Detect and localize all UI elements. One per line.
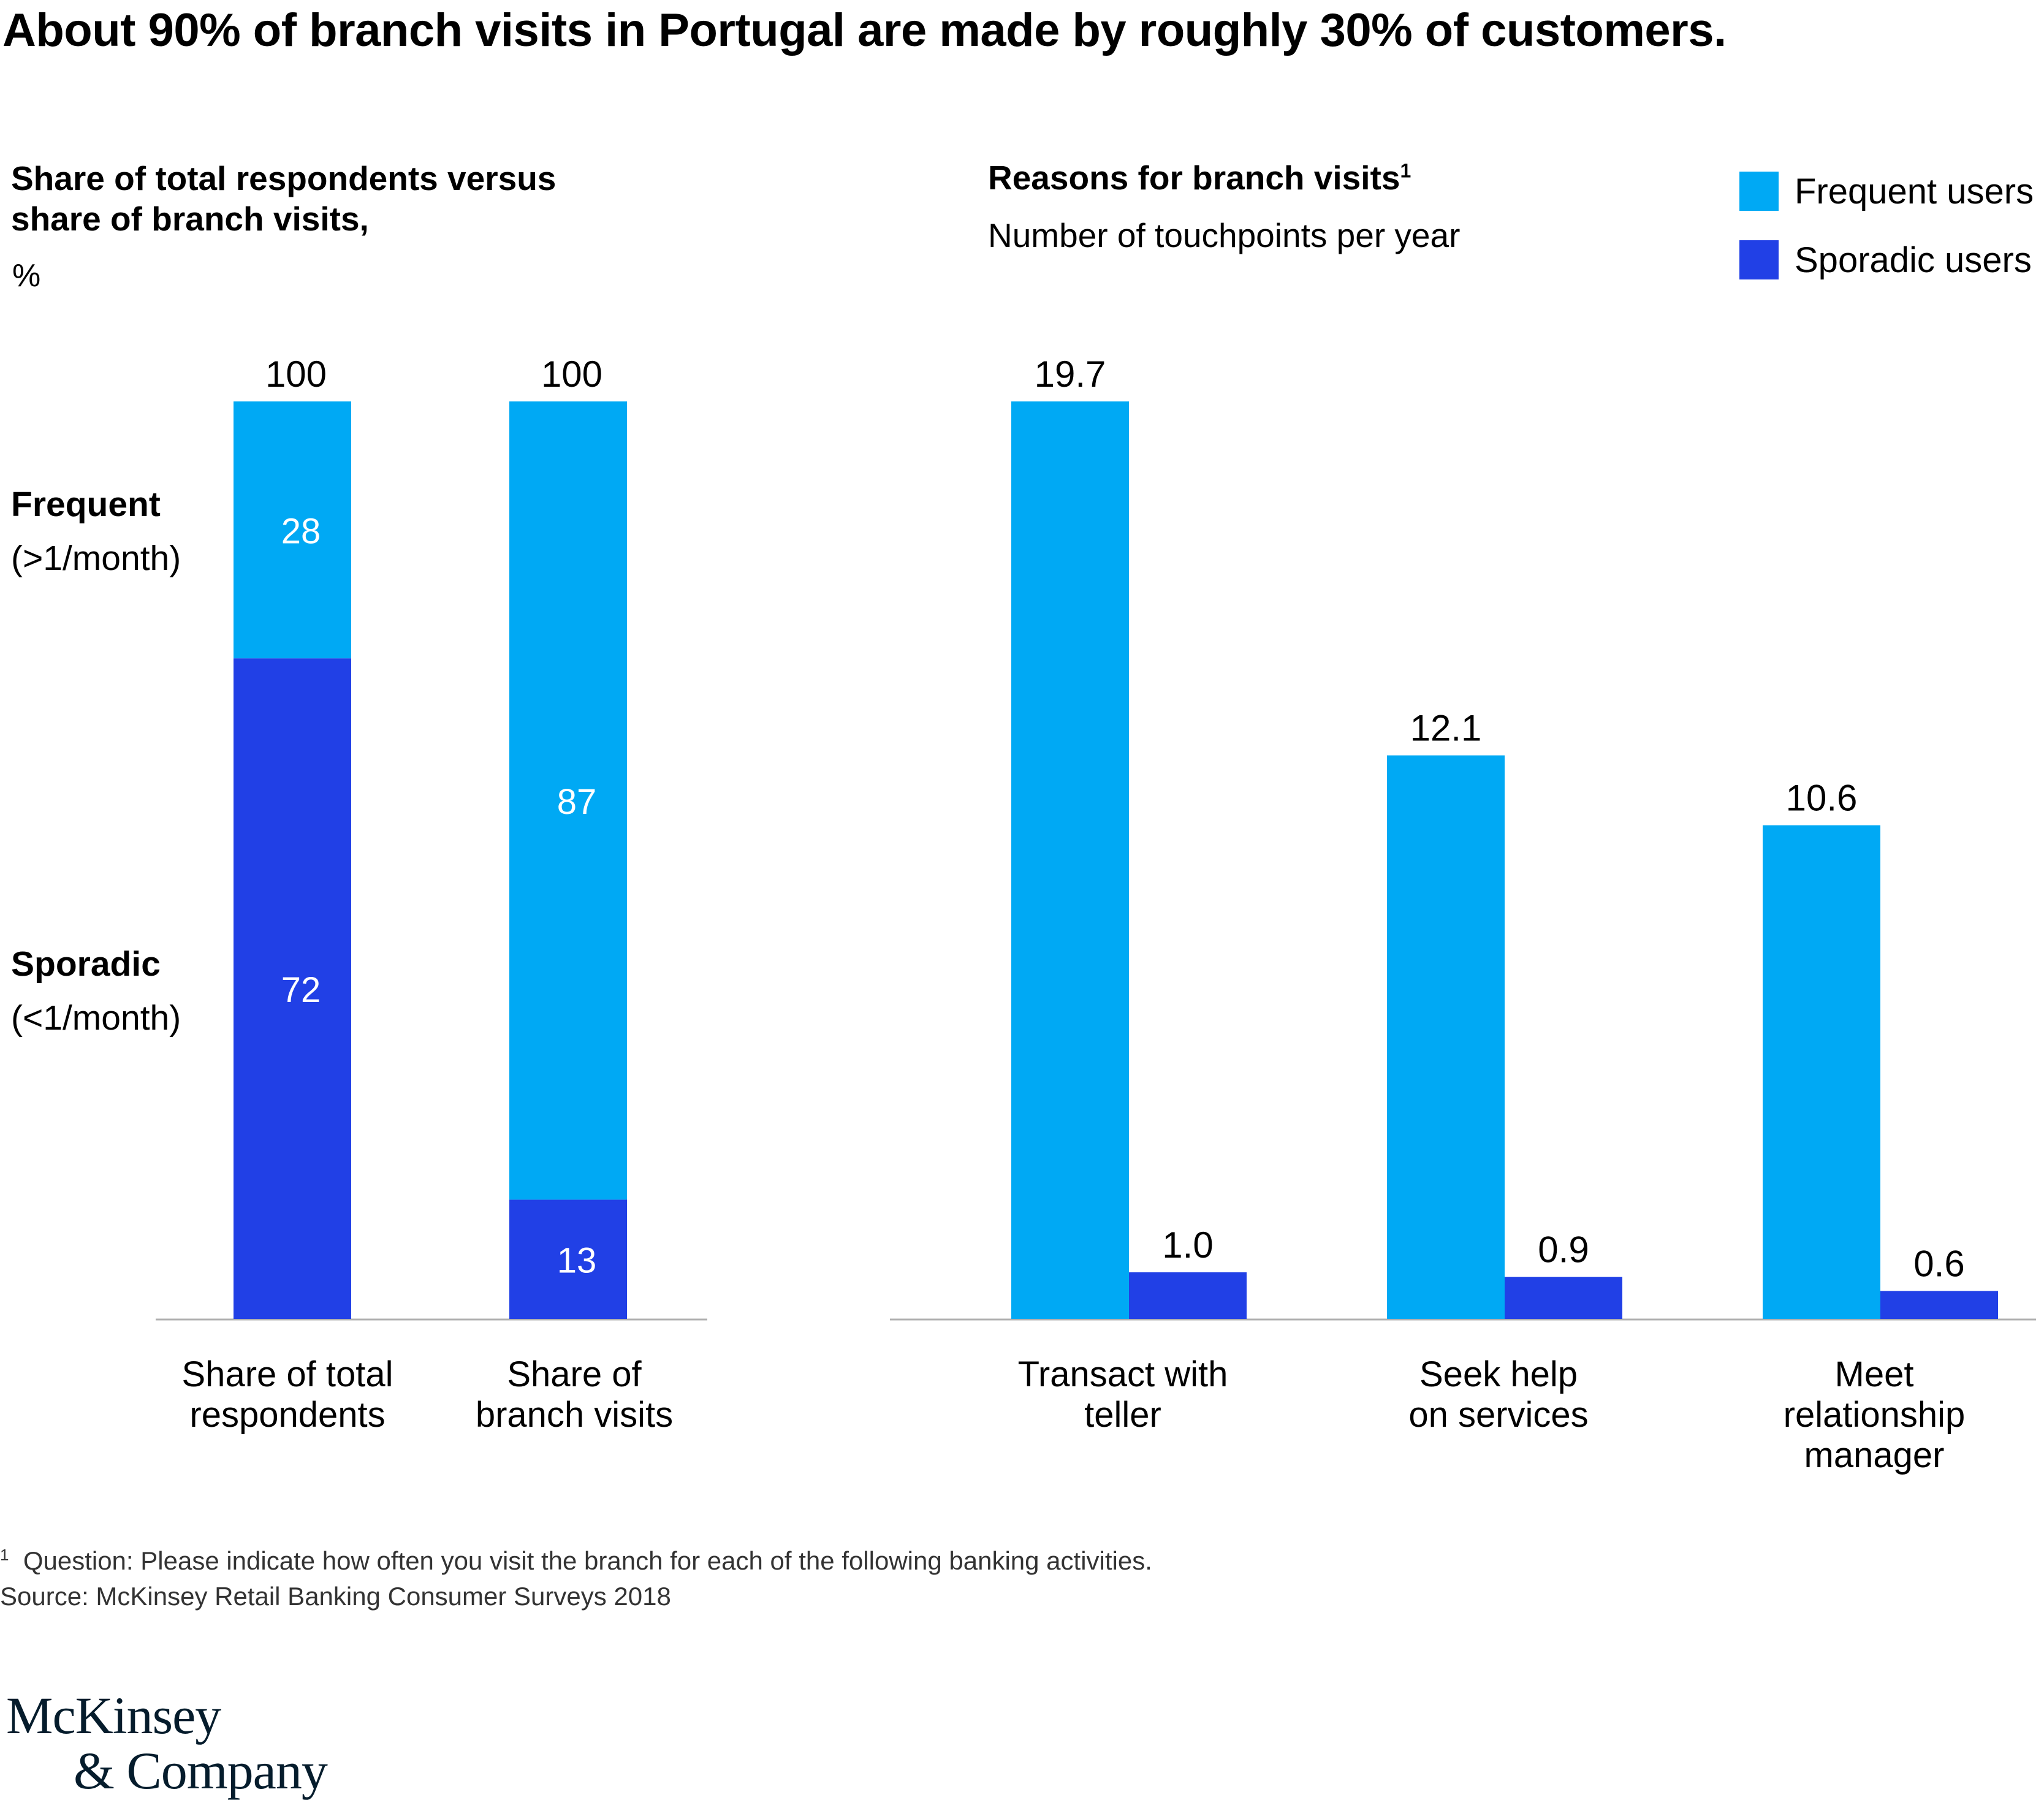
legend-swatch-sporadic — [1739, 240, 1779, 279]
bar-sporadic-cat3 — [1880, 1291, 1998, 1319]
row-label-frequent-detail: (>1/month) — [11, 539, 181, 578]
x-tick-label-cat1-line1: Transact with — [1018, 1354, 1228, 1394]
x-tick-label-2-line2: branch visits — [476, 1395, 673, 1435]
row-label-sporadic: Sporadic (<1/month) — [11, 944, 181, 1038]
legend-item-frequent: Frequent users — [1739, 157, 2034, 226]
x-tick-label-1-line1: Share of total — [182, 1354, 393, 1394]
data-label-sporadic-1: 72 — [281, 970, 321, 1010]
data-label-sporadic-cat1: 1.0 — [1162, 1225, 1213, 1266]
bar-frequent-cat3 — [1763, 825, 1880, 1319]
bar-frequent-cat1 — [1011, 401, 1129, 1319]
x-tick-label-2-line1: Share of — [507, 1354, 642, 1394]
left-chart-unit: % — [12, 258, 41, 294]
legend-swatch-frequent — [1739, 172, 1779, 211]
right-chart-description: Number of touchpoints per year — [988, 216, 1461, 254]
x-tick-label-cat2-line2: on services — [1408, 1395, 1588, 1435]
mckinsey-logo: McKinsey & Company — [6, 1686, 328, 1800]
x-tick-label-1-line2: respondents — [189, 1395, 385, 1435]
legend: Frequent users Sporadic users — [1739, 157, 2034, 294]
footnote-question: Question: Please indicate how often you … — [23, 1546, 1152, 1575]
legend-label-sporadic: Sporadic users — [1795, 240, 2032, 280]
data-label-frequent-2: 87 — [557, 782, 597, 822]
x-tick-label-cat2-line1: Seek help — [1419, 1354, 1578, 1394]
data-label-sporadic-cat3: 0.6 — [1913, 1243, 1964, 1284]
data-label-frequent-1: 28 — [281, 512, 321, 552]
footnote: 1 Question: Please indicate how often yo… — [0, 1537, 1152, 1614]
row-label-sporadic-detail: (<1/month) — [11, 998, 181, 1038]
footnote-marker: 1 — [0, 1546, 9, 1564]
row-label-sporadic-title: Sporadic — [11, 944, 161, 984]
right-subtitle-text: Reasons for branch visits — [988, 159, 1400, 197]
left-subtitle-line2: share of branch visits, — [11, 200, 369, 238]
data-label-sporadic-cat2: 0.9 — [1538, 1229, 1589, 1270]
x-tick-label-cat1-line2: teller — [1084, 1395, 1161, 1435]
right-subtitle-footnote-marker: 1 — [1400, 159, 1411, 182]
logo-line2: & Company — [74, 1741, 328, 1800]
x-tick-label-cat3-line3: manager — [1804, 1435, 1945, 1475]
total-label-2: 100 — [541, 354, 602, 395]
data-label-frequent-cat2: 12.1 — [1410, 708, 1482, 749]
bar-frequent-2 — [509, 401, 627, 1200]
data-label-frequent-cat3: 10.6 — [1786, 778, 1858, 819]
headline: About 90% of branch visits in Portugal a… — [2, 4, 1727, 56]
left-subtitle-line1: Share of total respondents versus — [11, 159, 557, 197]
row-label-frequent: Frequent (>1/month) — [11, 484, 181, 579]
left-chart-subtitle: Share of total respondents versus share … — [11, 158, 624, 239]
footnote-question-line: 1 Question: Please indicate how often yo… — [0, 1537, 1152, 1579]
total-label-1: 100 — [265, 354, 327, 395]
right-chart-subtitle: Reasons for branch visits1 — [988, 158, 1411, 197]
footnote-source: Source: McKinsey Retail Banking Consumer… — [0, 1582, 671, 1611]
data-label-sporadic-2: 13 — [557, 1241, 597, 1281]
bar-sporadic-1 — [234, 658, 351, 1319]
bar-sporadic-cat2 — [1505, 1277, 1622, 1319]
bar-frequent-1 — [234, 401, 351, 659]
logo-line1: McKinsey — [6, 1686, 221, 1745]
legend-label-frequent: Frequent users — [1795, 171, 2034, 211]
x-tick-label-cat3-line1: Meet — [1835, 1354, 1914, 1394]
x-tick-label-cat3-line2: relationship — [1784, 1395, 1966, 1435]
legend-item-sporadic: Sporadic users — [1739, 226, 2034, 294]
data-label-frequent-cat1: 19.7 — [1035, 354, 1106, 395]
row-label-frequent-title: Frequent — [11, 485, 161, 524]
bar-sporadic-2 — [509, 1199, 627, 1319]
bar-frequent-cat2 — [1387, 755, 1505, 1319]
bar-sporadic-cat1 — [1129, 1272, 1247, 1319]
